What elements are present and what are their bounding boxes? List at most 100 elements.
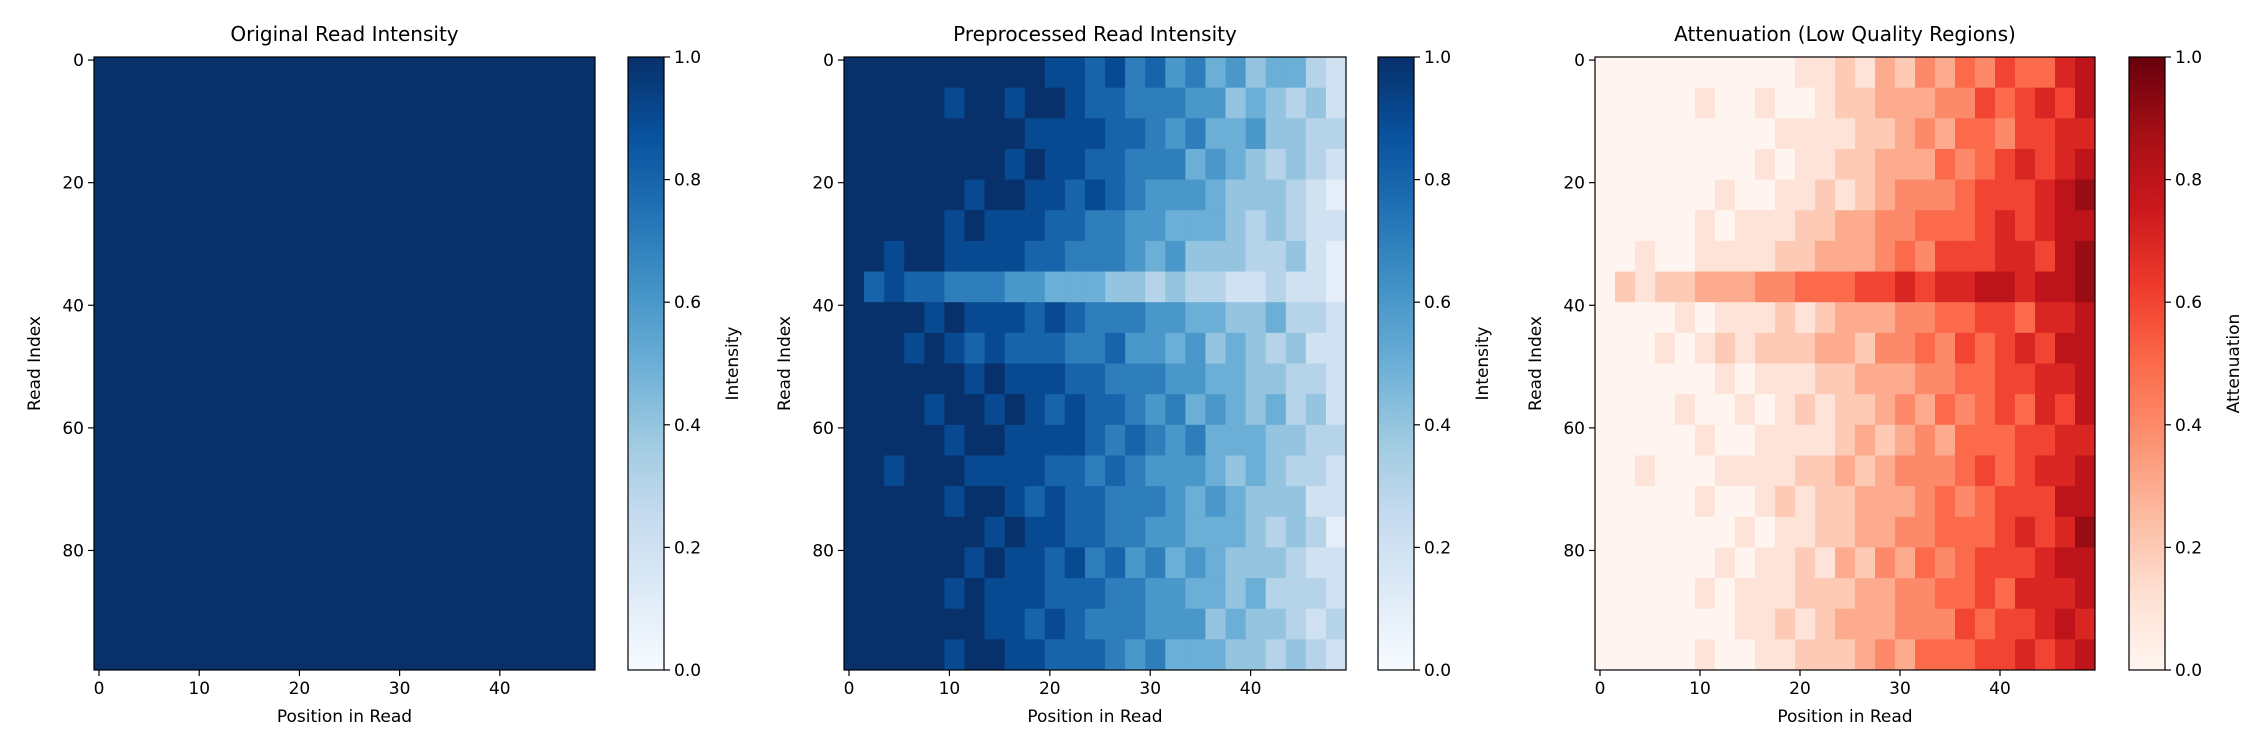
cell [414,148,436,181]
cell [904,547,925,579]
cell [1955,486,1976,518]
cell [1024,639,1046,671]
cell [1165,455,1186,487]
cell [314,332,335,364]
cell [1875,608,1896,640]
cell [1955,87,1976,119]
cell [94,394,115,426]
cell [1064,302,1086,334]
cell [174,516,195,548]
cell [1145,179,1166,211]
cell [1895,240,1916,273]
y-tick-label: 60 [62,419,84,439]
cell [2075,210,2096,242]
colorbar-tick-label: 0.4 [1424,416,1451,436]
cell [1995,148,2016,181]
cell [1185,516,1206,548]
cell [2015,578,2036,610]
cell [574,148,596,181]
cell [494,394,516,426]
cell [984,639,1006,671]
cell [294,547,315,579]
cell [1635,547,1656,579]
cell [454,332,476,364]
cell [314,179,335,211]
cell [1715,118,1736,150]
cell [924,363,945,395]
cell [924,394,945,426]
cell [1064,210,1086,242]
cell [964,394,986,426]
cell [1125,394,1146,426]
cell [314,240,335,273]
cell [134,210,155,242]
cell [114,179,135,211]
cell [494,332,516,364]
cell [114,424,135,456]
cell [534,394,556,426]
cell [1935,179,1956,211]
cell [1325,302,1347,334]
cell [964,578,986,610]
cell [474,240,496,273]
cell [414,87,436,119]
cell [1205,271,1227,303]
cell [1044,118,1066,150]
cell [1044,363,1066,395]
cell [1084,118,1106,150]
cell [1695,332,1716,364]
cell [1165,578,1186,610]
cell [1285,148,1307,181]
cell [354,578,376,610]
cell [1105,424,1126,456]
cell [984,57,1006,89]
cell [1185,148,1206,181]
cell [414,547,436,579]
cell [1915,486,1936,518]
cell [374,424,396,456]
cell [1735,608,1756,640]
y-tick-label: 0 [73,51,84,71]
cell [434,547,456,579]
cell [1735,148,1756,181]
cell [1875,87,1896,119]
cell [374,210,396,242]
cell [1084,363,1106,395]
cell [1245,240,1267,273]
cell [1935,608,1956,640]
cell [864,210,885,242]
cell [1975,394,1996,426]
cell [2055,148,2076,181]
cell [454,516,476,548]
cell [1715,57,1736,89]
cell [1145,455,1166,487]
cell [1695,608,1716,640]
cell [414,578,436,610]
cell [1675,363,1696,395]
cell [1024,363,1046,395]
cell [1105,486,1126,518]
cell [1004,57,1026,89]
cell [1795,118,1816,150]
cell [1795,547,1816,579]
cell [964,639,986,671]
cell [2015,118,2036,150]
cell [1044,578,1066,610]
cell [94,424,115,456]
cell [1265,271,1287,303]
cell [394,455,416,487]
cell [1735,363,1756,395]
cell [1875,578,1896,610]
cell [1975,118,1996,150]
cell [174,57,195,89]
cell [1225,394,1247,426]
cell [514,332,536,364]
cell [1145,118,1166,150]
cell [1595,363,1616,395]
cell [354,87,376,119]
colorbar-tick-label: 0.0 [2175,661,2202,681]
cell [474,516,496,548]
cell [1145,57,1166,89]
cell [1715,240,1736,273]
cell [964,179,986,211]
